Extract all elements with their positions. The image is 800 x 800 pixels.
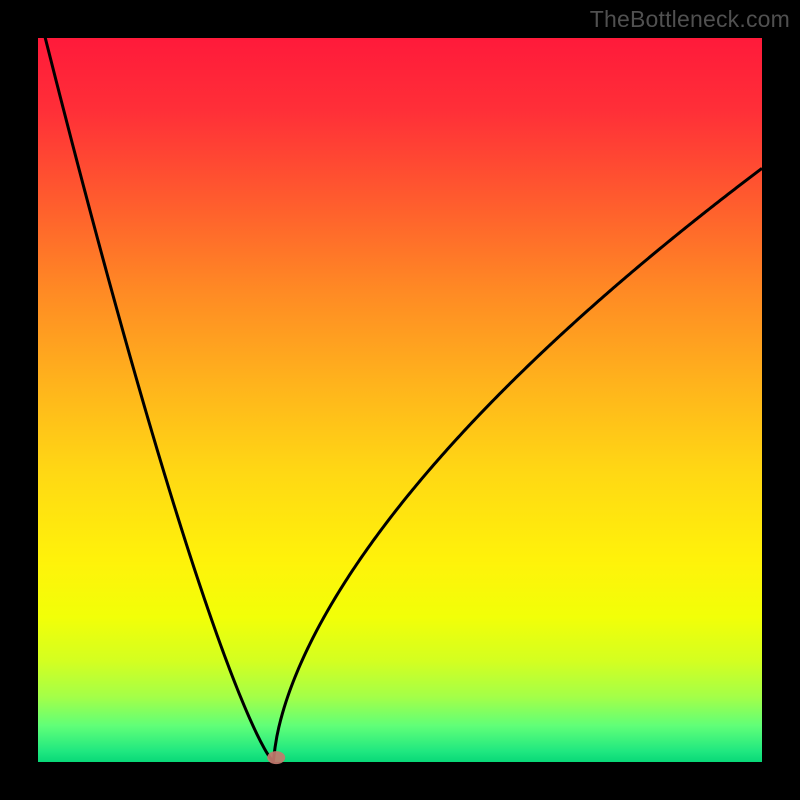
bottleneck-chart (0, 0, 800, 800)
watermark-text: TheBottleneck.com (590, 6, 790, 33)
plot-area (38, 38, 762, 762)
optimal-point-marker (267, 751, 285, 764)
chart-container: TheBottleneck.com (0, 0, 800, 800)
